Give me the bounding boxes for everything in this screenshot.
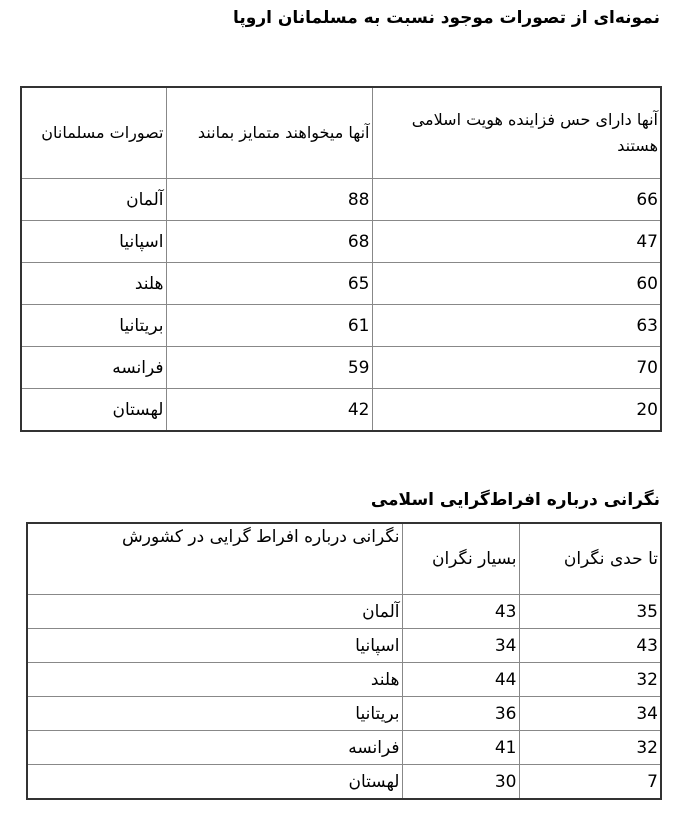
value-cell: 43	[401, 594, 520, 629]
value-cell: 7	[518, 764, 662, 800]
perceptions-table: آنها دارای حس فزاینده هویت اسلامی هستند …	[20, 86, 662, 432]
header-cell: آنها دارای حس فزاینده هویت اسلامی هستند	[371, 86, 662, 179]
value-cell: 65	[165, 262, 373, 305]
extremism-concern-table: تا حدی نگران بسیار نگران نگرانی درباره ا…	[26, 522, 662, 800]
table-row: 60 65 هلند	[20, 262, 662, 305]
table-row: 66 88 آلمان	[20, 178, 662, 221]
value-cell: 32	[518, 662, 662, 697]
table1-title: نمونه‌ای از تصورات موجود نسبت به مسلمانا…	[233, 8, 660, 28]
value-cell: 61	[165, 304, 373, 347]
value-cell: 42	[165, 388, 373, 432]
value-cell: 63	[371, 304, 662, 347]
country-cell: لهستان	[20, 388, 167, 432]
value-cell: 60	[371, 262, 662, 305]
table-row: 35 43 آلمان	[26, 594, 662, 629]
table-row: 43 34 اسپانیا	[26, 628, 662, 663]
country-cell: بریتانیا	[26, 696, 403, 731]
table-row: 47 68 اسپانیا	[20, 220, 662, 263]
header-cell: تصورات مسلمانان	[20, 86, 167, 179]
value-cell: 32	[518, 730, 662, 765]
country-cell: هلند	[26, 662, 403, 697]
header-cell: نگرانی درباره افراط گرایی در کشورش	[26, 522, 403, 595]
country-cell: آلمان	[20, 178, 167, 221]
country-cell: هلند	[20, 262, 167, 305]
header-cell: تا حدی نگران	[518, 522, 662, 595]
value-cell: 68	[165, 220, 373, 263]
country-cell: لهستان	[26, 764, 403, 800]
country-cell: بریتانیا	[20, 304, 167, 347]
value-cell: 43	[518, 628, 662, 663]
country-cell: آلمان	[26, 594, 403, 629]
table-row: 7 30 لهستان	[26, 764, 662, 800]
table-row: 20 42 لهستان	[20, 388, 662, 432]
value-cell: 30	[401, 764, 520, 800]
table-header-row: تا حدی نگران بسیار نگران نگرانی درباره ا…	[26, 522, 662, 595]
table-row: 63 61 بریتانیا	[20, 304, 662, 347]
header-cell: بسیار نگران	[401, 522, 520, 595]
value-cell: 66	[371, 178, 662, 221]
value-cell: 34	[401, 628, 520, 663]
value-cell: 88	[165, 178, 373, 221]
table-header-row: آنها دارای حس فزاینده هویت اسلامی هستند …	[20, 86, 662, 179]
country-cell: اسپانیا	[26, 628, 403, 663]
country-cell: اسپانیا	[20, 220, 167, 263]
country-cell: فرانسه	[20, 346, 167, 389]
table-row: 34 36 بریتانیا	[26, 696, 662, 731]
header-cell: آنها میخواهند متمایز بمانند	[165, 86, 373, 179]
value-cell: 20	[371, 388, 662, 432]
value-cell: 70	[371, 346, 662, 389]
country-cell: فرانسه	[26, 730, 403, 765]
table-row: 32 44 هلند	[26, 662, 662, 697]
value-cell: 35	[518, 594, 662, 629]
table-row: 32 41 فرانسه	[26, 730, 662, 765]
value-cell: 36	[401, 696, 520, 731]
value-cell: 41	[401, 730, 520, 765]
table2-title: نگرانی درباره افراط‌گرایی اسلامی	[370, 490, 660, 510]
value-cell: 59	[165, 346, 373, 389]
value-cell: 34	[518, 696, 662, 731]
value-cell: 47	[371, 220, 662, 263]
value-cell: 44	[401, 662, 520, 697]
table-row: 70 59 فرانسه	[20, 346, 662, 389]
